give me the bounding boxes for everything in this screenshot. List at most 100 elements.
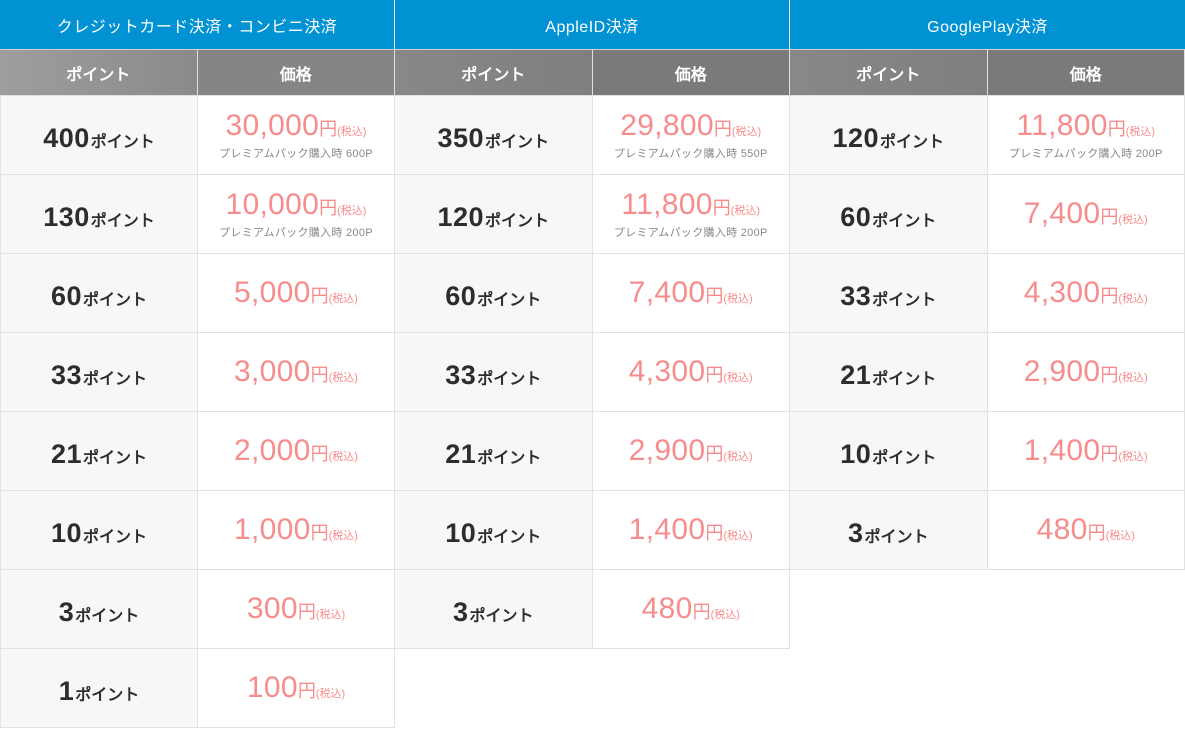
points-unit: ポイント [872,449,937,467]
tax-included-label: (税込) [1118,372,1148,384]
points-cell: 21 ポイント [0,412,198,491]
points-unit: ポイント [75,686,140,704]
points-value: 400 ポイント [43,123,155,154]
price-cell: 1,400 円 (税込) [592,491,790,570]
points-cell: 10 ポイント [395,491,593,570]
price-number: 7,400 [628,276,706,309]
points-number: 10 [445,517,477,548]
points-cell: 120 ポイント [395,175,593,254]
points-value: 33 ポイント [51,360,147,391]
tax-included-label: (税込) [1118,214,1148,226]
tax-included-label: (税込) [723,372,753,384]
yen-unit: 円 [310,523,329,543]
price-cell: 480 円 (税込) [592,570,790,649]
points-cell: 21 ポイント [790,333,988,412]
points-unit: ポイント [83,370,148,388]
yen-unit: 円 [1100,365,1119,385]
points-number: 33 [445,359,477,390]
points-value: 10 ポイント [840,439,936,470]
points-value: 3 ポイント [848,518,929,549]
points-unit: ポイント [477,370,542,388]
points-value: 1 ポイント [59,676,140,707]
price-value: 2,900 円 (税込) [1024,355,1148,389]
points-value: 10 ポイント [445,518,541,549]
tax-included-label: (税込) [315,688,346,700]
price-number: 11,800 [621,188,713,221]
points-number: 3 [847,517,864,548]
premium-pack-bonus-note: プレミアムパック購入時 200P [219,227,373,239]
yen-unit: 円 [319,119,338,139]
price-value: 1,400 円 (税込) [629,513,753,547]
yen-unit: 円 [705,444,724,464]
points-value: 3 ポイント [453,597,534,628]
price-number: 4,300 [628,355,706,388]
table-row: 120 ポイント 11,800 円 (税込) プレミアムパック購入時 200P [790,96,1185,175]
tax-included-label: (税込) [723,451,753,463]
points-unit: ポイント [485,212,550,230]
tax-included-label: (税込) [328,451,358,463]
yen-unit: 円 [705,365,724,385]
points-unit: ポイント [75,607,140,625]
price-value: 2,900 円 (税込) [629,434,753,468]
yen-unit: 円 [310,444,329,464]
price-column-header: 価格 [197,50,395,96]
points-number: 60 [445,280,477,311]
tax-included-label: (税込) [328,293,358,305]
points-number: 10 [840,438,872,469]
tax-included-label: (税込) [328,530,358,542]
price-value: 29,800 円 (税込) [620,109,761,143]
price-number: 2,900 [1023,355,1101,388]
price-number: 2,000 [234,434,311,467]
price-value: 7,400 円 (税込) [1024,197,1148,231]
table-row: 400 ポイント 30,000 円 (税込) プレミアムパック購入時 600P [0,96,395,175]
yen-unit: 円 [1100,286,1119,306]
price-cell: 5,000 円 (税込) [198,254,395,333]
price-number: 4,300 [1023,276,1101,309]
premium-pack-bonus-note: プレミアムパック購入時 600P [219,148,373,160]
payment-group-table: クレジットカード決済・コンビニ決済 ポイント 価格 400 ポイント 30,000 円 (税込… [0,0,395,728]
price-number: 3,000 [234,355,311,388]
yen-unit: 円 [310,365,329,385]
yen-unit: 円 [297,602,316,622]
tax-included-label: (税込) [723,530,753,542]
yen-unit: 円 [692,602,711,622]
yen-unit: 円 [705,523,724,543]
price-value: 1,000 円 (税込) [234,513,358,547]
price-number: 480 [1036,513,1088,546]
points-number: 130 [43,201,90,232]
price-cell: 2,000 円 (税込) [198,412,395,491]
points-cell: 60 ポイント [0,254,198,333]
price-column-header: 価格 [987,50,1185,96]
points-cell: 3 ポイント [0,570,198,649]
tax-included-label: (税込) [730,205,761,217]
price-cell: 1,400 円 (税込) [987,412,1185,491]
table-row: 10 ポイント 1,400 円 (税込) [790,412,1185,491]
points-unit: ポイント [880,133,945,151]
points-number: 21 [840,359,872,390]
yen-unit: 円 [1100,444,1119,464]
tax-included-label: (税込) [1125,126,1156,138]
points-unit: ポイント [83,291,148,309]
table-row: 60 ポイント 5,000 円 (税込) [0,254,395,333]
price-cell: 11,800 円 (税込) プレミアムパック購入時 200P [592,175,790,254]
table-row: 60 ポイント 7,400 円 (税込) [790,175,1185,254]
price-number: 1,400 [1023,434,1101,467]
tax-included-label: (税込) [1118,451,1148,463]
price-cell: 7,400 円 (税込) [987,175,1185,254]
price-number: 1,400 [628,513,706,546]
points-unit: ポイント [872,291,937,309]
yen-unit: 円 [1100,207,1119,227]
table-row: 3 ポイント 300 円 (税込) [0,570,395,649]
price-value: 2,000 円 (税込) [234,434,358,468]
points-unit: ポイント [872,212,937,230]
tax-included-label: (税込) [337,126,367,138]
price-cell: 11,800 円 (税込) プレミアムパック購入時 200P [987,96,1185,175]
tax-included-label: (税込) [731,126,762,138]
price-value: 3,000 円 (税込) [234,355,358,389]
points-cell: 3 ポイント [395,570,593,649]
points-cell: 21 ポイント [395,412,593,491]
premium-pack-bonus-note: プレミアムパック購入時 550P [613,148,768,160]
price-number: 5,000 [234,276,311,309]
points-value: 10 ポイント [51,518,147,549]
